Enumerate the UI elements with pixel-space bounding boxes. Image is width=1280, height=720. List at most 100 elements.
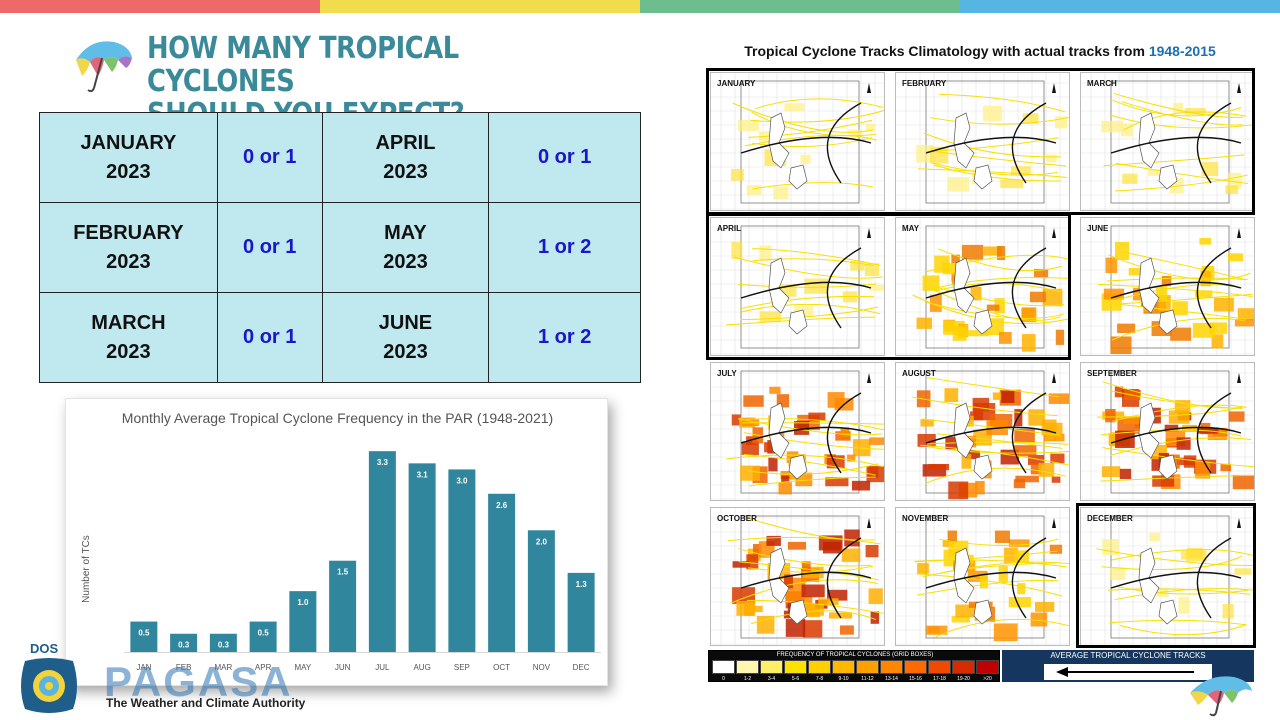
tracks-key-title: AVERAGE TROPICAL CYCLONE TRACKS bbox=[1050, 651, 1206, 660]
month-cell: MARCH 2023 bbox=[39, 292, 218, 383]
x-tick-may: MAY bbox=[295, 663, 312, 672]
map-month-label: JANUARY bbox=[717, 79, 756, 88]
bar-jan bbox=[130, 621, 158, 652]
legend-swatch bbox=[832, 660, 855, 674]
legend-swatch bbox=[808, 660, 831, 674]
bar-jul bbox=[368, 451, 396, 652]
map-may: MAY bbox=[895, 217, 1070, 356]
legend-bin-label: 1-2 bbox=[743, 676, 752, 682]
month-year: 2023 bbox=[106, 340, 151, 363]
x-tick-mar: MAR bbox=[214, 663, 232, 672]
month-year: 2023 bbox=[383, 340, 428, 363]
climatology-title: Tropical Cyclone Tracks Climatology with… bbox=[700, 43, 1260, 59]
map-month-label: NOVEMBER bbox=[902, 514, 949, 523]
x-tick-aug: AUG bbox=[413, 663, 430, 672]
x-tick-sep: SEP bbox=[454, 663, 470, 672]
map-february: FEBRUARY bbox=[895, 72, 1070, 211]
month-cell: JANUARY 2023 bbox=[39, 112, 218, 203]
stripe-segment-red bbox=[0, 0, 320, 13]
map-april: APRIL bbox=[710, 217, 885, 356]
map-month-label: OCTOBER bbox=[717, 514, 757, 523]
legend-bin-label: 9-10 bbox=[838, 676, 849, 682]
legend-swatch bbox=[856, 660, 879, 674]
map-month-label: DECEMBER bbox=[1087, 514, 1133, 523]
tc-frequency-chart: Monthly Average Tropical Cyclone Frequen… bbox=[65, 398, 608, 686]
track-map-graphic bbox=[1081, 363, 1254, 500]
bar-chart-svg: Monthly Average Tropical Cyclone Frequen… bbox=[81, 410, 601, 672]
month-year: 2023 bbox=[106, 250, 151, 273]
bar-sep bbox=[448, 469, 476, 652]
legend-swatch bbox=[736, 660, 759, 674]
month-year: 2023 bbox=[383, 250, 428, 273]
bar-dec bbox=[567, 572, 595, 652]
map-november: NOVEMBER bbox=[895, 507, 1070, 646]
legend-swatch bbox=[712, 660, 735, 674]
table-row: FEBRUARY 2023 0 or 1 MAY 2023 1 or 2 bbox=[39, 202, 641, 293]
track-map-graphic bbox=[1081, 73, 1254, 210]
map-march: MARCH bbox=[1080, 72, 1255, 211]
map-august: AUGUST bbox=[895, 362, 1070, 501]
map-month-label: SEPTEMBER bbox=[1087, 369, 1137, 378]
legend-swatch bbox=[904, 660, 927, 674]
legend-swatch bbox=[760, 660, 783, 674]
map-month-label: MARCH bbox=[1087, 79, 1117, 88]
x-tick-oct: OCT bbox=[493, 663, 510, 672]
track-map-graphic bbox=[896, 73, 1069, 210]
track-map-graphic bbox=[711, 363, 884, 500]
bar-may bbox=[289, 591, 317, 652]
bar-feb bbox=[170, 633, 198, 652]
pagasa-seal-icon bbox=[21, 658, 77, 713]
data-label-apr: 0.5 bbox=[258, 629, 270, 638]
track-map-graphic bbox=[1081, 508, 1254, 645]
y-axis-label: Number of TCs bbox=[81, 535, 92, 603]
data-label-jul: 3.3 bbox=[377, 458, 389, 467]
month-name: APRIL bbox=[375, 131, 436, 154]
bar-jun bbox=[329, 560, 357, 652]
legend-swatch bbox=[976, 660, 999, 674]
data-label-jun: 1.5 bbox=[337, 568, 349, 577]
month-year: 2023 bbox=[383, 160, 428, 183]
legend-bin-label: 5-6 bbox=[791, 676, 800, 682]
legend-bin-label: 3-4 bbox=[767, 676, 776, 682]
slide-title-line1: HOW MANY TROPICAL CYCLONES bbox=[147, 31, 459, 99]
month-name: MARCH bbox=[91, 311, 166, 334]
x-tick-dec: DEC bbox=[573, 663, 590, 672]
map-month-label: JUNE bbox=[1087, 224, 1109, 233]
legend-swatch bbox=[928, 660, 951, 674]
bar-apr bbox=[249, 621, 277, 652]
frequency-legend: FREQUENCY OF TROPICAL CYCLONES (GRID BOX… bbox=[708, 650, 1000, 682]
legend-bin-label: 17-18 bbox=[933, 676, 946, 682]
left-arrow-icon bbox=[1056, 667, 1194, 677]
table-row: MARCH 2023 0 or 1 JUNE 2023 1 or 2 bbox=[39, 292, 641, 383]
data-label-sep: 3.0 bbox=[456, 476, 468, 485]
track-map-graphic bbox=[896, 218, 1069, 355]
cyclone-outlook-table: JANUARY 2023 0 or 1 APRIL 2023 0 or 1 FEBR… bbox=[39, 112, 641, 383]
month-name: MAY bbox=[384, 221, 427, 244]
legend-bin-label: >20 bbox=[983, 676, 992, 682]
map-month-label: FEBRUARY bbox=[902, 79, 947, 88]
expected-count: 1 or 2 bbox=[488, 202, 641, 293]
bar-oct bbox=[488, 493, 516, 652]
track-map-graphic bbox=[1081, 218, 1254, 355]
monthly-track-maps: JANUARY FEBRUARY MARCH APRIL MAY JUNE JULY AUGU… bbox=[706, 68, 1256, 648]
table-row: JANUARY 2023 0 or 1 APRIL 2023 0 or 1 bbox=[39, 112, 641, 203]
dos-label: DOS bbox=[30, 641, 59, 656]
climatology-title-years: 1948-2015 bbox=[1148, 43, 1216, 59]
track-map-graphic bbox=[896, 508, 1069, 645]
legend-swatch bbox=[952, 660, 975, 674]
data-label-mar: 0.3 bbox=[218, 641, 230, 650]
expected-count: 0 or 1 bbox=[488, 112, 641, 203]
map-october: OCTOBER bbox=[710, 507, 885, 646]
legend-bin-label: 11-12 bbox=[861, 676, 874, 682]
umbrella-icon bbox=[1190, 676, 1252, 717]
map-month-label: JULY bbox=[717, 369, 737, 378]
map-september: SEPTEMBER bbox=[1080, 362, 1255, 501]
x-tick-jun: JUN bbox=[335, 663, 351, 672]
expected-count: 0 or 1 bbox=[216, 292, 323, 383]
climatology-title-main: Tropical Cyclone Tracks Climatology with… bbox=[744, 43, 1145, 59]
agency-tagline: The Weather and Climate Authority bbox=[106, 696, 306, 710]
stripe-segment-yellow bbox=[320, 0, 640, 13]
month-name: JUNE bbox=[378, 311, 433, 334]
x-tick-nov: NOV bbox=[533, 663, 551, 672]
